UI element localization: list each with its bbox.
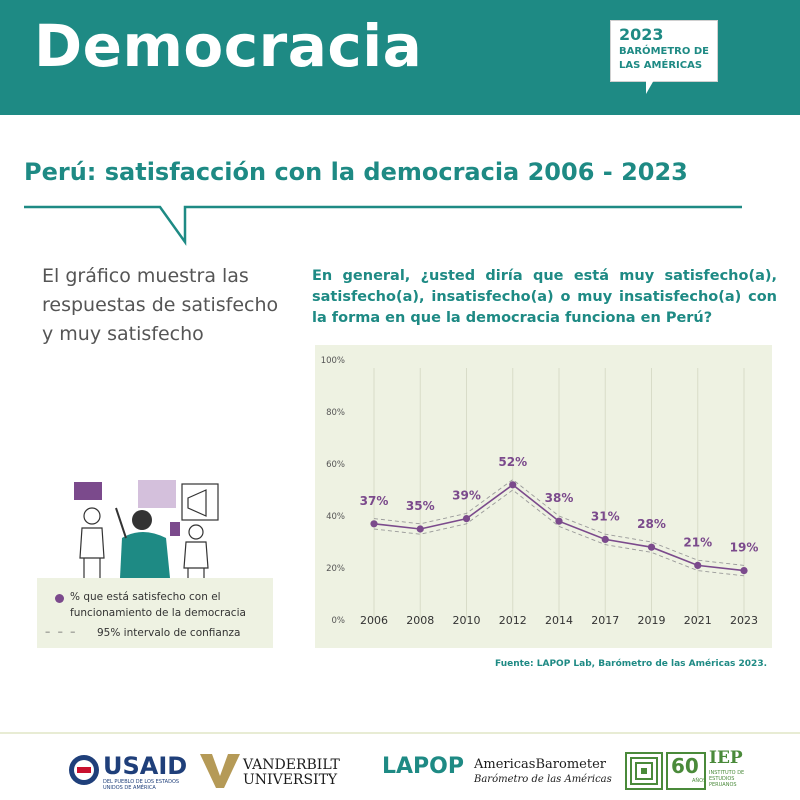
data-point-2019 bbox=[647, 543, 656, 551]
x-tick-label-2014: 2014 bbox=[545, 614, 573, 627]
data-label-2021: 21% bbox=[683, 535, 712, 549]
data-label-2012: 52% bbox=[498, 455, 527, 469]
line-chart: 0% 20% 40% 60% 80% 100% 2006 2008 2010 2012 2014 20… bbox=[321, 356, 759, 627]
description-text: El gráfico muestra las respuestas de sat… bbox=[42, 265, 279, 345]
data-label-2010: 39% bbox=[452, 489, 481, 503]
barometro-text: Barómetro de las Américas bbox=[474, 774, 612, 785]
y-tick-label-20: 20% bbox=[326, 564, 345, 574]
usaid-sub1: DEL PUEBLO DE LOS ESTADOS bbox=[103, 779, 180, 785]
ci-lower-line bbox=[373, 489, 745, 577]
iep-anos-text: AÑOS bbox=[692, 778, 707, 784]
speech-bubble-line bbox=[24, 205, 742, 246]
x-tick-label-2008: 2008 bbox=[406, 614, 434, 627]
x-tick-label-2023: 2023 bbox=[730, 614, 758, 627]
survey-question: En general, ¿usted diría que está muy sa… bbox=[312, 268, 777, 326]
y-tick-label-60: 60% bbox=[326, 460, 345, 470]
data-point-2012 bbox=[509, 481, 517, 489]
iep-sub2: ESTUDIOS bbox=[709, 776, 735, 782]
x-tick-label-2019: 2019 bbox=[638, 614, 666, 627]
lapop-logo-text: LAPOP bbox=[382, 754, 464, 779]
y-tick-label-80: 80% bbox=[326, 408, 345, 418]
x-tick-label-2012: 2012 bbox=[499, 614, 527, 627]
protest-illustration-icon bbox=[74, 480, 219, 578]
chart-legend: % que está satisfecho con el funcionamie… bbox=[37, 578, 273, 648]
data-point-2017 bbox=[601, 535, 609, 543]
data-point-2023 bbox=[740, 567, 748, 575]
data-point-2014 bbox=[555, 517, 563, 525]
chart-subtitle: Perú: satisfacción con la democracia 200… bbox=[24, 158, 688, 186]
data-point-2008 bbox=[416, 525, 424, 533]
badge-line1: BARÓMETRO DE bbox=[619, 46, 709, 57]
iep-sub1: INSTITUTO DE bbox=[709, 770, 745, 776]
usaid-sub2: UNIDOS DE AMÉRICA bbox=[103, 785, 156, 791]
y-tick-label-100: 100% bbox=[321, 356, 345, 366]
badge-year: 2023 bbox=[619, 25, 664, 44]
iep-60-text: 60 bbox=[671, 754, 699, 778]
x-tick-label-2006: 2006 bbox=[360, 614, 388, 627]
chart-background bbox=[315, 345, 772, 648]
x-tick-label-2017: 2017 bbox=[591, 614, 619, 627]
data-label-2014: 38% bbox=[545, 491, 574, 505]
barometer-badge: 2023 BARÓMETRO DE LAS AMÉRICAS bbox=[610, 20, 718, 82]
vanderbilt-line2: UNIVERSITY bbox=[243, 772, 338, 788]
footer-logos: USAID DEL PUEBLO DE LOS ESTADOS UNIDOS D… bbox=[0, 740, 800, 800]
iep-logo-text: IEP bbox=[709, 748, 743, 768]
data-label-2006: 37% bbox=[360, 494, 389, 508]
data-point-2010 bbox=[462, 515, 471, 523]
x-tick-label-2010: 2010 bbox=[453, 614, 481, 627]
data-label-2008: 35% bbox=[406, 499, 435, 513]
americasbarometer-text: AmericasBarometer bbox=[474, 757, 606, 772]
y-tick-label-40: 40% bbox=[326, 512, 345, 522]
y-tick-label-0: 0% bbox=[332, 616, 346, 626]
usaid-logo-text: USAID bbox=[103, 752, 188, 780]
data-point-2021 bbox=[694, 561, 702, 569]
data-label-2017: 31% bbox=[591, 509, 620, 523]
data-label-2023: 19% bbox=[730, 541, 759, 555]
vanderbilt-v-icon bbox=[200, 754, 240, 788]
usaid-seal-icon bbox=[69, 755, 99, 785]
legend-interval-label: 95% intervalo de confianza bbox=[97, 627, 241, 639]
footer-divider bbox=[0, 732, 800, 734]
data-point-2006 bbox=[370, 520, 378, 528]
legend-point-icon bbox=[55, 594, 64, 603]
iep-pattern-icon bbox=[625, 752, 663, 790]
legend-point-label: % que está satisfecho con el funcionamie… bbox=[70, 591, 246, 619]
iep-60-box: 60 AÑOS bbox=[666, 752, 706, 790]
page-title: Democracia bbox=[34, 12, 423, 80]
source-note: Fuente: LAPOP Lab, Barómetro de las Amér… bbox=[495, 659, 767, 669]
x-tick-label-2021: 2021 bbox=[684, 614, 712, 627]
badge-line2: LAS AMÉRICAS bbox=[619, 60, 703, 71]
badge-tail bbox=[646, 80, 654, 94]
iep-sub3: PERUANOS bbox=[709, 782, 737, 788]
ci-upper-line bbox=[373, 479, 745, 566]
data-label-2019: 28% bbox=[637, 517, 666, 531]
vanderbilt-line1: VANDERBILT bbox=[243, 757, 340, 773]
legend-dash-icon: – – – bbox=[45, 626, 78, 638]
